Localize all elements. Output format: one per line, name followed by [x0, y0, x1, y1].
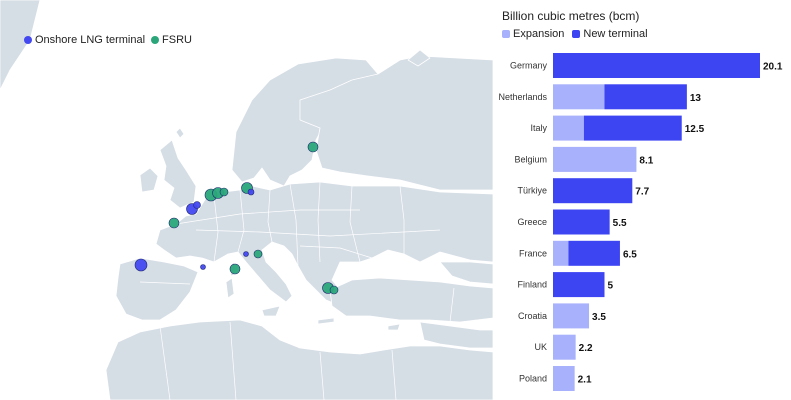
category-label: Türkiye: [517, 186, 547, 196]
category-label: Greece: [517, 217, 547, 227]
terminal-fsru-greece-2: [329, 285, 339, 295]
terminal-fsru-italy: [229, 263, 241, 275]
terminal-fsru-germany-1: [219, 187, 229, 197]
bar-expansion-6[interactable]: [553, 240, 569, 266]
category-label: UK: [534, 342, 547, 352]
continental-europe: [155, 181, 493, 305]
finland-land: [299, 55, 493, 191]
category-label: Finland: [517, 280, 547, 290]
fsru-dot-icon: [151, 36, 160, 44]
bar-new-terminal-5[interactable]: [553, 209, 610, 235]
legend-label-onshore: Onshore LNG terminal: [35, 34, 146, 46]
ireland-land: [139, 167, 159, 193]
onshore-dot-icon: [24, 36, 32, 44]
value-label: 2.1: [578, 375, 592, 386]
chart-legend: Expansion New terminal: [502, 28, 648, 40]
value-label: 8.1: [639, 155, 653, 166]
map-canvas: [0, 0, 493, 400]
legend-item-onshore[interactable]: Onshore LNG terminal: [24, 34, 145, 46]
bar-expansion-2[interactable]: [553, 115, 584, 141]
value-label: 2.2: [579, 343, 593, 354]
sicily: [261, 305, 281, 317]
value-label: 7.7: [635, 187, 649, 198]
terminal-onshore-belgium-2: [193, 201, 201, 209]
iberia-land: [115, 257, 199, 321]
value-label: 3.5: [592, 312, 606, 323]
new-terminal-swatch-icon: [572, 30, 581, 38]
bar-new-terminal-2[interactable]: [583, 115, 682, 141]
expansion-swatch-icon: [502, 30, 510, 38]
northern-island: [407, 49, 431, 67]
turkey-land: [329, 277, 493, 323]
bar-expansion-1[interactable]: [553, 84, 605, 110]
terminal-onshore-germany: [247, 188, 255, 196]
legend-label-new-terminal: New terminal: [583, 28, 648, 40]
terminal-onshore-france-south: [200, 264, 206, 270]
crete: [317, 317, 335, 325]
cyprus: [387, 323, 401, 331]
value-label: 6.5: [623, 249, 637, 260]
value-label: 13: [690, 93, 702, 104]
bar-new-terminal-1[interactable]: [604, 84, 687, 110]
terminal-fsru-france: [168, 217, 180, 229]
map-legend: Onshore LNG terminal FSRU: [24, 34, 192, 46]
bar-expansion-8[interactable]: [553, 303, 590, 329]
terminal-fsru-croatia: [253, 249, 263, 259]
legend-label-expansion: Expansion: [513, 28, 565, 40]
europe-map: Onshore LNG terminal FSRU: [0, 0, 493, 400]
value-label: 12.5: [685, 124, 705, 135]
terminal-onshore-italy: [243, 251, 249, 257]
bar-new-terminal-0[interactable]: [553, 53, 760, 78]
bar-expansion-9[interactable]: [553, 334, 576, 360]
category-label: Netherlands: [498, 92, 547, 102]
category-label: France: [519, 248, 547, 258]
middle-east-land: [419, 321, 493, 349]
bar-chart-panel: Billion cubic metres (bcm) Expansion New…: [493, 0, 791, 400]
legend-item-expansion[interactable]: Expansion: [502, 28, 564, 40]
legend-item-new-terminal[interactable]: New terminal: [572, 28, 648, 40]
bar-new-terminal-4[interactable]: [553, 178, 633, 204]
category-label: Germany: [510, 61, 548, 71]
bar-new-terminal-7[interactable]: [553, 272, 605, 298]
caucasus-land: [439, 261, 493, 285]
shetland: [175, 127, 185, 139]
category-label: Italy: [530, 123, 547, 133]
bars-svg: Germany 20.1 Netherlands 13 Italy 12.5 Belgium…: [498, 53, 783, 391]
chart-title: Billion cubic metres (bcm): [502, 9, 640, 23]
greenland-edge: [0, 0, 41, 91]
category-label: Croatia: [518, 311, 547, 321]
legend-item-fsru[interactable]: FSRU: [151, 34, 192, 46]
bar-expansion-3[interactable]: [553, 146, 637, 172]
north-africa-land: [105, 319, 493, 400]
value-label: 5.5: [613, 218, 627, 229]
terminal-onshore-spain: [134, 258, 148, 272]
terminal-fsru-finland: [307, 141, 319, 153]
uk-land: [159, 139, 197, 209]
value-label: 5: [607, 281, 613, 292]
category-label: Poland: [519, 374, 547, 384]
category-label: Belgium: [514, 154, 547, 164]
value-label: 20.1: [763, 62, 783, 73]
bar-expansion-10[interactable]: [553, 366, 575, 391]
sardinia: [225, 277, 235, 299]
legend-label-fsru: FSRU: [162, 34, 192, 46]
bar-new-terminal-6[interactable]: [568, 240, 620, 266]
